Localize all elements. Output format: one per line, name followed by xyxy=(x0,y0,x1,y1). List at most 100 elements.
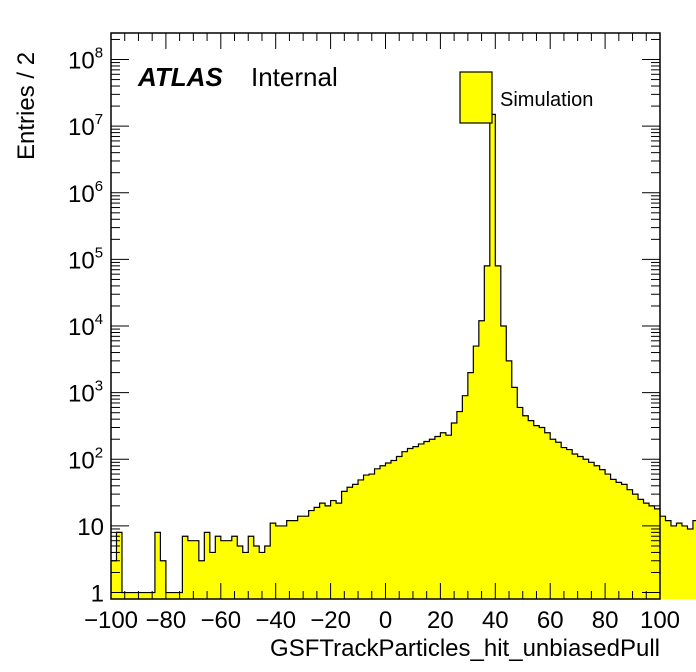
histogram-bin xyxy=(390,460,397,599)
y-axis-title: Entries / 2 xyxy=(13,52,40,160)
histogram-bin xyxy=(588,462,595,599)
histogram-bin xyxy=(292,520,299,599)
histogram-bin xyxy=(209,552,216,599)
histogram-bin xyxy=(506,360,513,599)
histogram-bin xyxy=(692,520,696,599)
y-tick-label: 104 xyxy=(68,311,103,341)
histogram-bin xyxy=(561,447,568,599)
histogram-bin xyxy=(599,469,606,599)
histogram-bin xyxy=(111,560,117,599)
internal-label: Internal xyxy=(251,62,338,92)
histogram-bin xyxy=(160,560,167,599)
y-tick-label: 108 xyxy=(68,45,103,75)
histogram-bin xyxy=(484,265,491,599)
histogram-bin xyxy=(434,436,441,599)
histogram-bin xyxy=(237,545,244,599)
histogram-bin xyxy=(566,449,573,599)
histogram-bin xyxy=(550,439,557,599)
histogram-bin xyxy=(314,507,321,599)
histogram-bin xyxy=(231,536,238,599)
legend-label: Simulation xyxy=(500,89,593,111)
legend-swatch xyxy=(459,71,493,124)
histogram-bin xyxy=(127,592,134,599)
histogram-bin xyxy=(253,545,260,599)
histogram-bin xyxy=(643,503,650,599)
histogram-bin xyxy=(638,499,644,599)
histogram-bin xyxy=(583,459,590,599)
histogram-bin xyxy=(605,474,611,599)
y-tick-label: 1 xyxy=(91,581,104,608)
x-axis-title: GSFTrackParticles_hit_unbiasedPull xyxy=(270,635,660,662)
histogram-bin xyxy=(654,508,661,599)
histogram-bin xyxy=(687,528,694,599)
histogram-bin xyxy=(336,503,342,599)
histogram-bin xyxy=(676,523,683,599)
histogram-bin xyxy=(319,503,326,599)
histogram-bin xyxy=(341,491,348,599)
histogram-bin xyxy=(220,540,227,599)
histogram-bin xyxy=(308,510,315,599)
histogram-bin xyxy=(627,489,633,599)
x-tick-label: −100 xyxy=(84,607,138,634)
histogram-bin xyxy=(369,474,375,599)
histogram-bin xyxy=(665,520,672,599)
histogram-bin xyxy=(286,520,293,599)
x-tick-label: 80 xyxy=(592,607,619,634)
histogram-bin xyxy=(132,592,139,599)
histogram-bin xyxy=(171,592,178,599)
histogram-bars xyxy=(111,114,696,599)
histogram-bin xyxy=(385,462,392,599)
histogram-outline xyxy=(111,113,696,594)
histogram-bin xyxy=(303,516,310,599)
histogram-bin xyxy=(489,114,496,599)
histogram-bin xyxy=(456,411,463,599)
x-tick-label: 20 xyxy=(427,607,454,634)
histogram-bin xyxy=(555,442,562,599)
y-axis-ticks xyxy=(111,38,660,594)
histogram-bin xyxy=(533,425,540,599)
histogram-bin xyxy=(401,451,408,599)
y-tick-label: 105 xyxy=(68,244,103,274)
atlas-label: ATLAS xyxy=(137,62,223,92)
histogram-bin xyxy=(467,372,474,599)
histogram-bin xyxy=(226,540,233,599)
histogram-bin xyxy=(412,446,419,599)
histogram-bin xyxy=(325,505,331,599)
histogram-bin xyxy=(440,432,447,599)
histogram-bin xyxy=(594,465,601,599)
histogram-bin xyxy=(407,448,414,599)
x-tick-label: −60 xyxy=(200,607,241,634)
y-tick-label: 107 xyxy=(68,111,103,141)
y-tick-label: 102 xyxy=(68,444,103,474)
x-axis-tick-labels: −100 −80 −60 −40 −20 0 20 40 60 80 100 xyxy=(84,607,680,634)
histogram-bin xyxy=(182,536,189,599)
y-tick-label: 106 xyxy=(68,178,103,208)
histogram-bin xyxy=(138,592,145,599)
histogram-bin xyxy=(154,532,161,599)
histogram-bin xyxy=(660,516,666,599)
histogram-bin xyxy=(544,432,551,599)
histogram-bin xyxy=(478,320,485,599)
histogram-bin xyxy=(473,346,480,599)
histogram-bin xyxy=(374,468,381,599)
histogram-bin xyxy=(281,525,288,599)
histogram-bin xyxy=(577,456,584,599)
histogram-bin xyxy=(352,484,359,599)
histogram-bin xyxy=(380,465,386,599)
histogram-bin xyxy=(500,326,507,599)
histogram-bin xyxy=(116,532,123,599)
y-tick-label: 103 xyxy=(68,378,103,408)
histogram-bin xyxy=(297,516,304,599)
histogram-bin xyxy=(215,536,222,599)
x-tick-label: 0 xyxy=(379,607,392,634)
histogram-bin xyxy=(242,552,249,599)
x-tick-label: −80 xyxy=(146,607,187,634)
histogram-bin xyxy=(204,532,211,599)
histogram-bin xyxy=(198,560,205,599)
histogram-bin xyxy=(495,265,502,599)
histogram-bin xyxy=(330,500,337,599)
x-tick-label: 60 xyxy=(537,607,564,634)
histogram-bin xyxy=(522,415,529,599)
histogram-bin xyxy=(632,494,639,599)
histogram-bin xyxy=(621,484,628,599)
